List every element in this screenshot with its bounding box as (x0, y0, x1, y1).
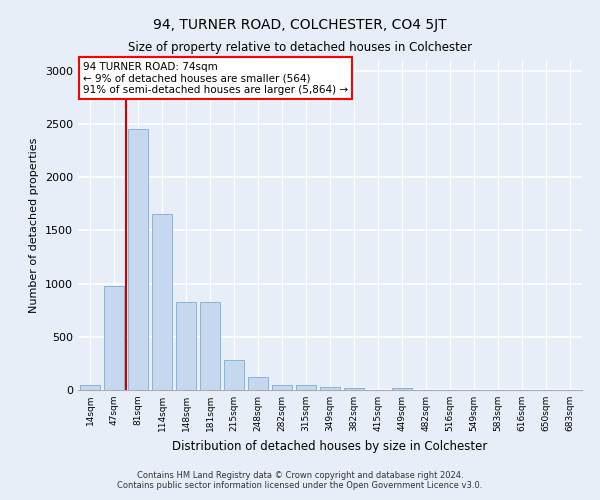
Text: 94, TURNER ROAD, COLCHESTER, CO4 5JT: 94, TURNER ROAD, COLCHESTER, CO4 5JT (153, 18, 447, 32)
Y-axis label: Number of detached properties: Number of detached properties (29, 138, 40, 312)
Text: Contains HM Land Registry data © Crown copyright and database right 2024.
Contai: Contains HM Land Registry data © Crown c… (118, 470, 482, 490)
X-axis label: Distribution of detached houses by size in Colchester: Distribution of detached houses by size … (172, 440, 488, 452)
Text: 94 TURNER ROAD: 74sqm
← 9% of detached houses are smaller (564)
91% of semi-deta: 94 TURNER ROAD: 74sqm ← 9% of detached h… (83, 62, 348, 95)
Bar (248, 377, 268, 390)
Bar (104, 286, 124, 390)
Bar (272, 384, 292, 390)
Bar (296, 384, 316, 390)
Bar (320, 387, 340, 390)
Bar (200, 302, 220, 390)
Bar (128, 129, 148, 390)
Bar (344, 388, 364, 390)
Bar (176, 302, 196, 390)
Text: Size of property relative to detached houses in Colchester: Size of property relative to detached ho… (128, 41, 472, 54)
Bar (224, 360, 244, 390)
Bar (392, 388, 412, 390)
Bar (152, 214, 172, 390)
Bar (80, 384, 100, 390)
